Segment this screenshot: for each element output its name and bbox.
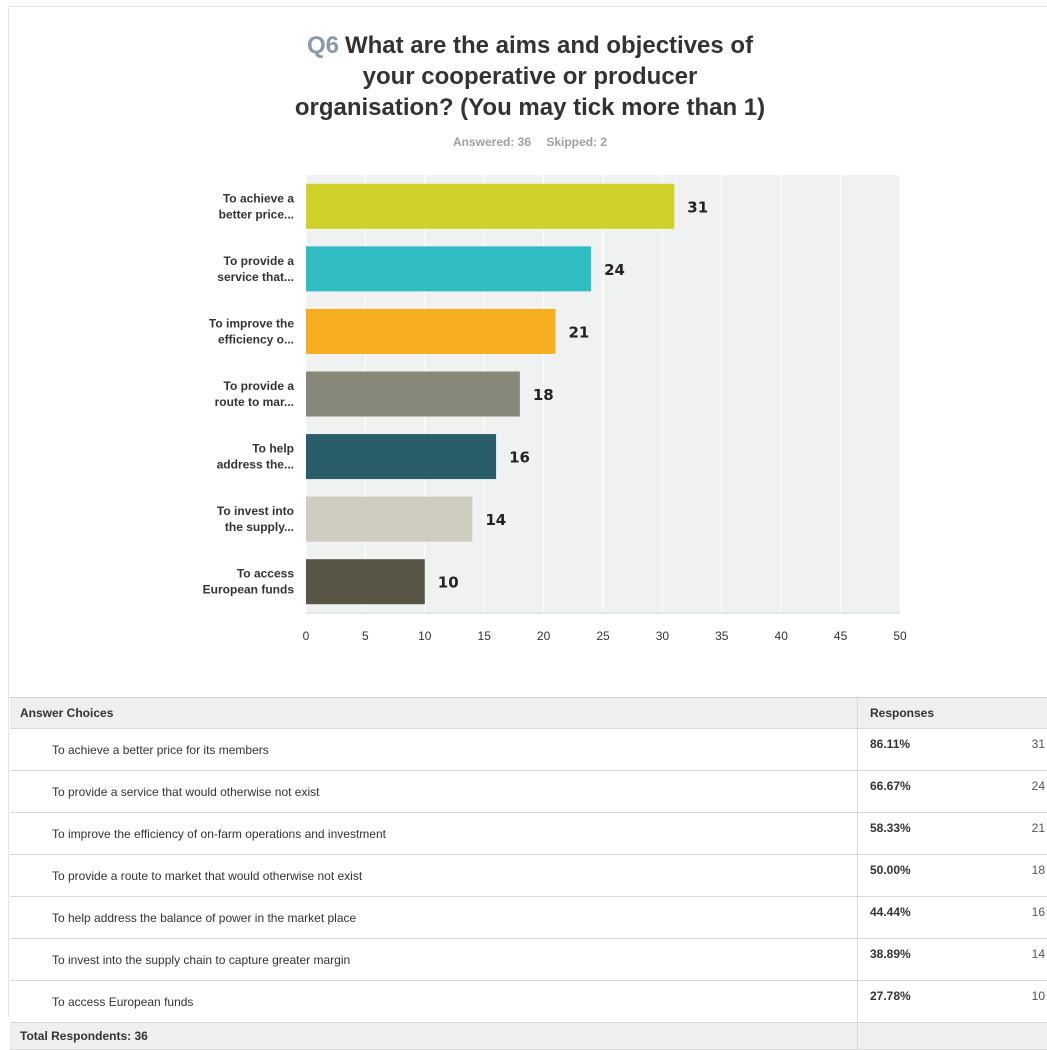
- total-blank-cell: [858, 1023, 1047, 1050]
- title-line-3: organisation? (You may tick more than 1): [230, 92, 830, 123]
- table-row: To invest into the supply chain to captu…: [10, 939, 1047, 981]
- data-label: 18: [533, 386, 554, 404]
- table-row: To provide a service that would otherwis…: [10, 771, 1047, 813]
- data-label: 31: [687, 198, 708, 216]
- category-label: To access: [237, 567, 294, 581]
- bar: [306, 246, 591, 291]
- category-label: European funds: [203, 583, 295, 597]
- x-tick-label: 0: [303, 629, 310, 643]
- x-tick-label: 15: [478, 629, 492, 643]
- response-count-cell: 18: [1010, 855, 1047, 897]
- category-label: To provide a: [224, 254, 295, 268]
- bar-chart: 31 To achieve a better price... 24 To provid…: [0, 160, 1047, 660]
- category-label: To achieve a: [223, 191, 294, 205]
- total-respondents: Total Respondents: 36: [10, 1023, 858, 1050]
- bar: [306, 309, 555, 354]
- category-label: address the...: [217, 458, 294, 472]
- question-number: Q6: [307, 32, 339, 59]
- x-tick-label: 10: [418, 629, 432, 643]
- response-percent-cell: 66.67%: [858, 771, 1011, 813]
- x-tick-label: 50: [893, 629, 907, 643]
- category-label: efficiency o...: [218, 332, 294, 346]
- answer-choice-cell: To provide a route to market that would …: [10, 855, 858, 897]
- title-line-1: What are the aims and objectives of: [345, 32, 753, 59]
- header-responses: Responses: [858, 698, 1047, 729]
- response-percent-cell: 38.89%: [858, 939, 1011, 981]
- results-table: Answer Choices Responses To achieve a be…: [10, 697, 1047, 1050]
- category-label: To provide a: [224, 379, 295, 393]
- table-row: To help address the balance of power in …: [10, 897, 1047, 939]
- x-tick-label: 5: [362, 629, 369, 643]
- bar: [306, 434, 496, 479]
- title-line-2: your cooperative or producer: [230, 61, 830, 92]
- response-percent-cell: 27.78%: [858, 981, 1011, 1023]
- category-label: service that...: [217, 270, 294, 284]
- x-tick-label: 25: [596, 629, 610, 643]
- response-percent-cell: 86.11%: [858, 729, 1011, 771]
- category-label: better price...: [219, 207, 294, 221]
- x-tick-label: 40: [775, 629, 789, 643]
- response-percent-cell: 44.44%: [858, 897, 1011, 939]
- response-count-cell: 16: [1010, 897, 1047, 939]
- response-count-cell: 24: [1010, 771, 1047, 813]
- answer-choice-cell: To provide a service that would otherwis…: [10, 771, 858, 813]
- response-meta: Answered: 36 Skipped: 2: [230, 135, 830, 149]
- bar: [306, 372, 520, 417]
- answered-count: Answered: 36: [453, 135, 531, 149]
- answer-choice-cell: To achieve a better price for its member…: [10, 729, 858, 771]
- data-label: 16: [509, 449, 530, 467]
- x-tick-label: 30: [656, 629, 670, 643]
- response-percent-cell: 50.00%: [858, 855, 1011, 897]
- response-count-cell: 14: [1010, 939, 1047, 981]
- table-row: To achieve a better price for its member…: [10, 729, 1047, 771]
- bar: [306, 497, 472, 542]
- header-answer-choices: Answer Choices: [10, 698, 858, 729]
- bar: [306, 559, 425, 604]
- response-percent-cell: 58.33%: [858, 813, 1011, 855]
- response-count-cell: 21: [1010, 813, 1047, 855]
- answer-choice-cell: To improve the efficiency of on-farm ope…: [10, 813, 858, 855]
- category-label: To help: [252, 442, 294, 456]
- response-count-cell: 10: [1010, 981, 1047, 1023]
- bar: [306, 184, 674, 229]
- x-tick-label: 35: [715, 629, 729, 643]
- table-row: To improve the efficiency of on-farm ope…: [10, 813, 1047, 855]
- table-row: To provide a route to market that would …: [10, 855, 1047, 897]
- answer-choice-cell: To help address the balance of power in …: [10, 897, 858, 939]
- answer-choice-cell: To invest into the supply chain to captu…: [10, 939, 858, 981]
- response-count-cell: 31: [1010, 729, 1047, 771]
- category-label: To invest into: [217, 504, 294, 518]
- category-label: the supply...: [225, 520, 294, 534]
- x-tick-label: 20: [537, 629, 551, 643]
- table-header-row: Answer Choices Responses: [10, 698, 1047, 729]
- x-tick-label: 45: [834, 629, 848, 643]
- skipped-count: Skipped: 2: [546, 135, 607, 149]
- category-label: route to mar...: [215, 395, 294, 409]
- data-label: 24: [604, 261, 625, 279]
- answer-choice-cell: To access European funds: [10, 981, 858, 1023]
- total-row: Total Respondents: 36: [10, 1023, 1047, 1050]
- data-label: 10: [438, 574, 459, 592]
- category-label: To improve the: [209, 316, 294, 330]
- data-label: 21: [568, 323, 589, 341]
- data-label: 14: [485, 511, 506, 529]
